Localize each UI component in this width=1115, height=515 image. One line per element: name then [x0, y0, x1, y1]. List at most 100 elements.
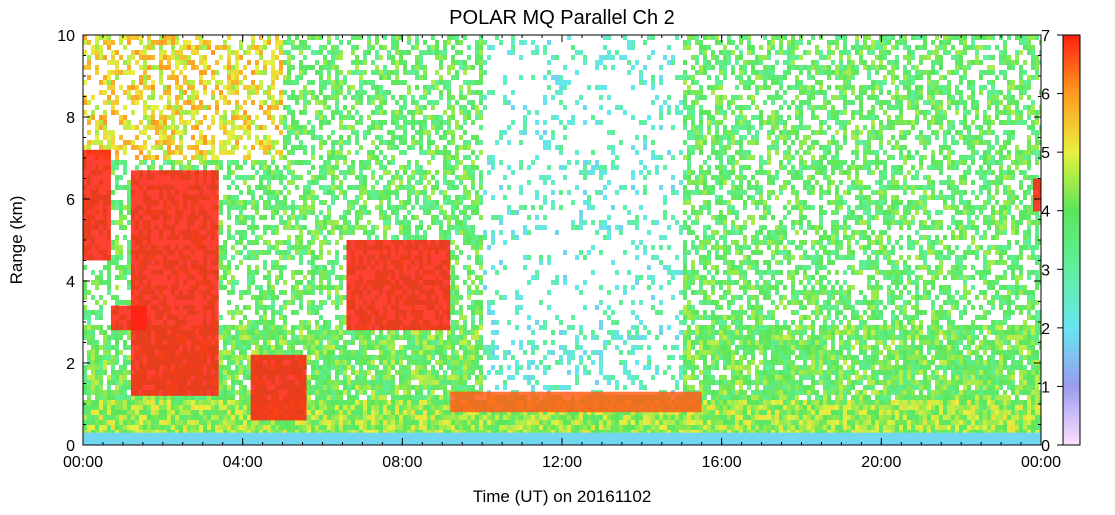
heatmap-cell	[295, 80, 299, 85]
heatmap-cell	[139, 400, 143, 405]
heatmap-cell	[231, 70, 235, 75]
heatmap-cell	[307, 430, 311, 435]
heatmap-cell	[391, 360, 395, 365]
heatmap-cell	[419, 375, 423, 380]
heatmap-cell	[91, 355, 95, 360]
heatmap-cell	[263, 70, 267, 75]
heatmap-cell	[143, 50, 147, 55]
heatmap-cell	[283, 175, 287, 180]
heatmap-cell	[315, 385, 319, 390]
heatmap-cell	[331, 270, 335, 275]
heatmap-cell	[271, 75, 275, 80]
heatmap-cell	[431, 410, 435, 415]
heatmap-cell	[147, 430, 151, 435]
heatmap-cell	[299, 205, 303, 210]
heatmap-cell	[447, 65, 451, 70]
heatmap-cell	[419, 420, 423, 425]
heatmap-cell	[131, 430, 135, 435]
heatmap-cell	[99, 280, 103, 285]
heatmap-cell	[335, 165, 339, 170]
heatmap-cell	[383, 195, 387, 200]
heatmap-cell	[363, 135, 367, 140]
heatmap-cell	[407, 90, 411, 95]
heatmap-cell	[263, 165, 267, 170]
heatmap-cell	[123, 185, 127, 190]
heatmap-cell	[183, 400, 187, 405]
heatmap-cell	[111, 420, 115, 425]
heatmap-cell	[111, 85, 115, 90]
heatmap-cell	[451, 140, 455, 145]
heatmap-cell	[179, 90, 183, 95]
heatmap-cell	[251, 230, 255, 235]
heatmap-cell	[347, 420, 351, 425]
heatmap-cell	[315, 180, 319, 185]
heatmap-cell	[435, 80, 439, 85]
heatmap-cell	[283, 135, 287, 140]
heatmap-cell	[423, 210, 427, 215]
heatmap-cell	[179, 55, 183, 60]
heatmap-cell	[431, 205, 435, 210]
heatmap-cell	[383, 425, 387, 430]
heatmap-cell	[155, 130, 159, 135]
heatmap-cell	[339, 315, 343, 320]
heatmap-cell	[451, 375, 455, 380]
heatmap-cell	[351, 130, 355, 135]
heatmap-cell	[351, 355, 355, 360]
heatmap-cell	[379, 375, 383, 380]
heatmap-cell	[111, 240, 115, 245]
heatmap-cell	[315, 255, 319, 260]
heatmap-cell	[439, 205, 443, 210]
heatmap-cell	[335, 380, 339, 385]
heatmap-cell	[307, 80, 311, 85]
heatmap-cell	[259, 160, 263, 165]
heatmap-cell	[419, 415, 423, 420]
heatmap-cell	[347, 135, 351, 140]
heatmap-cell	[339, 285, 343, 290]
heatmap-cell	[267, 150, 271, 155]
heatmap-cell	[283, 315, 287, 320]
heatmap-cell	[319, 375, 323, 380]
heatmap-cell	[271, 210, 275, 215]
heatmap-cell	[243, 215, 247, 220]
heatmap-cell	[399, 200, 403, 205]
heatmap-cell	[435, 180, 439, 185]
heatmap-cell	[151, 95, 155, 100]
heatmap-cell	[219, 380, 223, 385]
heatmap-cell	[375, 405, 379, 410]
heatmap-cell	[91, 340, 95, 345]
heatmap-cell	[455, 420, 459, 425]
heatmap-cell	[431, 350, 435, 355]
heatmap-cell	[331, 300, 335, 305]
heatmap-cell	[339, 395, 343, 400]
heatmap-cell	[451, 345, 455, 350]
heatmap-cell	[151, 110, 155, 115]
heatmap-cell	[119, 245, 123, 250]
heatmap-cell	[87, 75, 91, 80]
heatmap-cell	[311, 280, 315, 285]
heatmap-cell	[243, 75, 247, 80]
heatmap-cell	[271, 175, 275, 180]
heatmap-cell	[247, 375, 251, 380]
heatmap-cell	[127, 120, 131, 125]
heatmap-cell	[271, 50, 275, 55]
heatmap-cell	[459, 110, 463, 115]
heatmap-cell	[343, 115, 347, 120]
heatmap-cell	[123, 385, 127, 390]
heatmap-cell	[283, 75, 287, 80]
heatmap-cell	[271, 300, 275, 305]
heatmap-cell	[459, 160, 463, 165]
heatmap-cell	[227, 45, 231, 50]
heatmap-cell	[359, 405, 363, 410]
heatmap-cell	[171, 165, 175, 170]
heatmap-cell	[431, 35, 435, 40]
heatmap-cell	[391, 415, 395, 420]
heatmap-cell	[415, 330, 419, 335]
heatmap-cell	[323, 350, 327, 355]
heatmap-cell	[407, 430, 411, 435]
heatmap-cell	[191, 400, 195, 405]
heatmap-cell	[271, 290, 275, 295]
heatmap-cell	[247, 330, 251, 335]
heatmap-cell	[83, 415, 87, 420]
heatmap-cell	[427, 380, 431, 385]
heatmap-cell	[219, 400, 223, 405]
